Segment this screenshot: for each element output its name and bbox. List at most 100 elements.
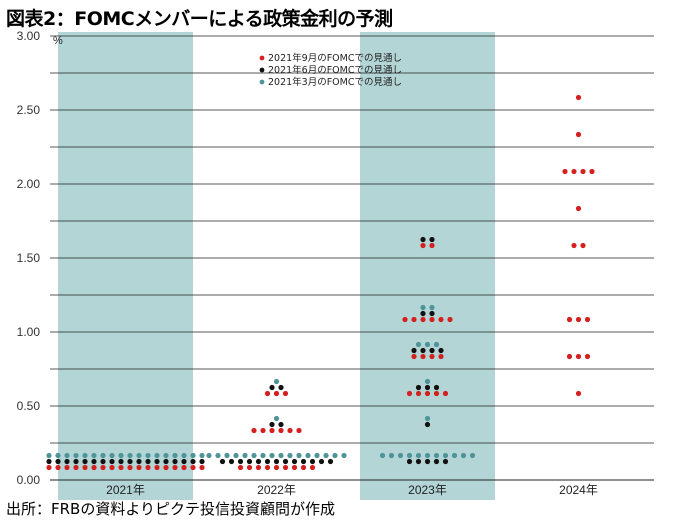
y-axis-unit: % <box>53 35 63 47</box>
data-point <box>429 316 435 323</box>
data-point <box>154 458 160 465</box>
data-point <box>260 452 266 459</box>
data-point <box>255 464 262 471</box>
data-point <box>237 464 244 471</box>
data-point <box>411 353 417 360</box>
data-point <box>163 458 169 465</box>
data-point <box>145 452 151 459</box>
data-point <box>451 452 458 459</box>
data-point <box>332 452 338 459</box>
data-point <box>260 427 266 434</box>
data-point <box>424 378 431 385</box>
data-point <box>73 464 79 471</box>
data-point <box>406 458 413 465</box>
data-point <box>228 458 235 465</box>
data-point <box>82 464 88 471</box>
data-point <box>379 452 386 459</box>
data-point <box>91 452 97 459</box>
legend-label: 2021年9月のFOMCでの見通し <box>268 52 402 64</box>
data-point <box>442 458 449 465</box>
data-point <box>424 421 431 428</box>
data-point <box>127 464 133 471</box>
data-point <box>64 464 70 471</box>
data-point <box>388 452 395 459</box>
data-point <box>296 427 302 434</box>
data-point <box>118 452 124 459</box>
data-point <box>255 458 262 465</box>
data-point <box>300 464 307 471</box>
data-point <box>269 452 275 459</box>
data-point <box>278 452 284 459</box>
data-point <box>300 458 307 465</box>
data-point <box>219 458 226 465</box>
data-point <box>269 421 275 428</box>
data-point <box>237 458 244 465</box>
data-point <box>571 242 577 249</box>
data-point <box>584 353 591 360</box>
data-point <box>282 458 289 465</box>
data-point <box>46 458 52 465</box>
data-point <box>118 464 124 471</box>
data-point <box>309 464 316 471</box>
data-point <box>291 464 298 471</box>
data-point <box>420 310 426 317</box>
data-point <box>433 390 440 397</box>
data-point <box>206 452 212 459</box>
y-tick-label: 1.00 <box>17 325 41 339</box>
data-point <box>282 390 289 397</box>
data-point <box>118 458 124 465</box>
data-point <box>278 384 284 391</box>
data-point <box>46 452 52 459</box>
data-point <box>575 390 582 397</box>
data-point <box>460 452 467 459</box>
data-point <box>46 464 52 471</box>
data-point <box>411 316 417 323</box>
data-point <box>420 316 426 323</box>
data-point <box>575 205 582 212</box>
data-point <box>264 464 271 471</box>
legend-marker <box>259 55 265 61</box>
data-point <box>100 452 106 459</box>
data-point <box>442 452 449 459</box>
data-point <box>251 427 257 434</box>
data-point <box>442 390 449 397</box>
data-point <box>424 384 431 391</box>
data-point <box>429 304 435 311</box>
data-point <box>199 452 205 459</box>
data-point <box>291 458 298 465</box>
data-point <box>100 464 106 471</box>
data-point <box>55 458 61 465</box>
x-tick-label: 2022年 <box>257 483 296 497</box>
data-point <box>163 464 169 471</box>
shaded-band <box>360 32 495 500</box>
data-point <box>172 452 178 459</box>
data-point <box>287 427 293 434</box>
data-point <box>314 452 320 459</box>
data-point <box>246 464 253 471</box>
shaded-band <box>58 32 193 500</box>
data-point <box>411 347 417 354</box>
data-point <box>575 131 582 138</box>
data-point <box>309 458 316 465</box>
data-point <box>305 452 311 459</box>
data-point <box>73 458 79 465</box>
data-point <box>415 452 422 459</box>
data-point <box>415 458 422 465</box>
data-point <box>287 452 293 459</box>
data-point <box>82 452 88 459</box>
data-point <box>429 242 435 249</box>
data-point <box>91 464 97 471</box>
data-point <box>318 458 325 465</box>
data-point <box>278 421 284 428</box>
data-point <box>433 452 440 459</box>
data-point <box>575 94 582 101</box>
x-tick-label: 2021年 <box>106 483 145 497</box>
data-point <box>327 458 334 465</box>
data-point <box>181 458 187 465</box>
data-point <box>424 390 431 397</box>
y-tick-label: 2.50 <box>17 103 41 117</box>
data-point <box>406 452 413 459</box>
data-point <box>402 316 408 323</box>
data-point <box>420 242 426 249</box>
